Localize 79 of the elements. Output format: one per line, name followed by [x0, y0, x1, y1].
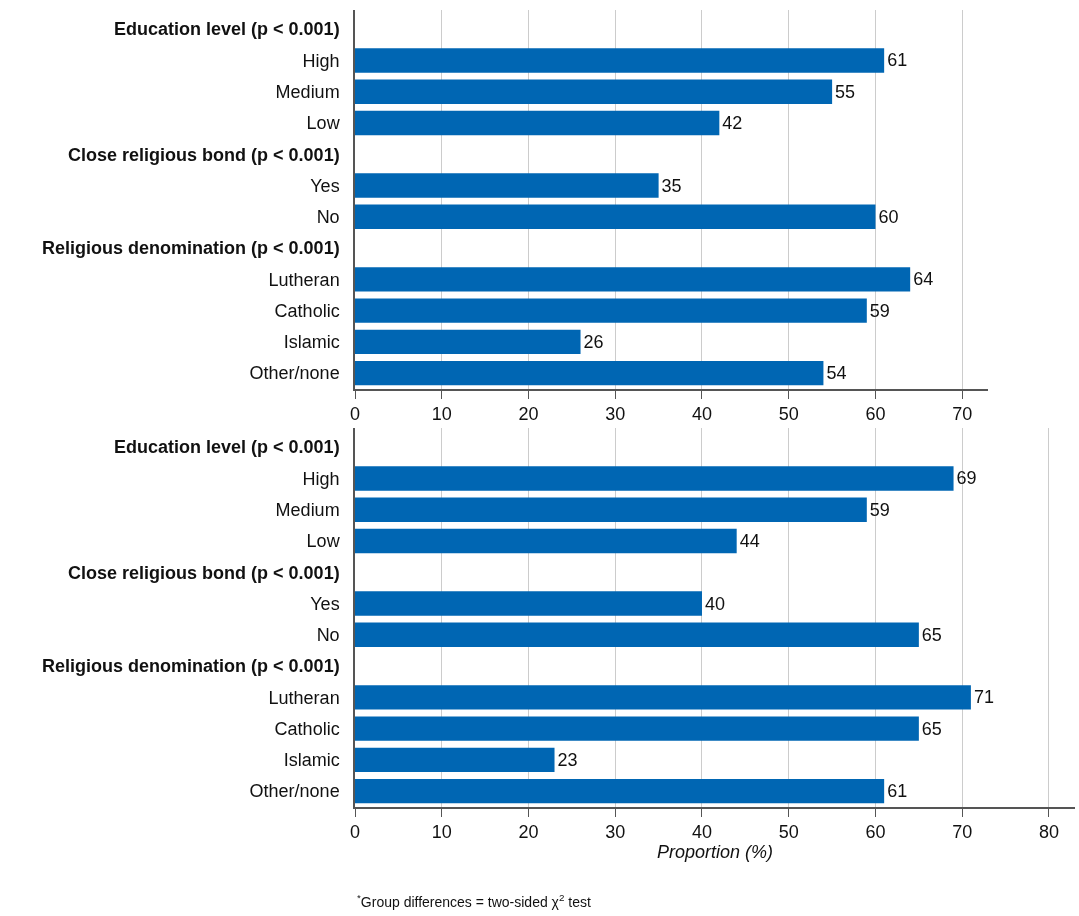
data-label: 42: [722, 112, 743, 133]
x-tick-label: 20: [518, 404, 539, 425]
x-tick-label: 0: [349, 404, 361, 425]
y-tick-label: No: [316, 625, 340, 646]
bar: [355, 329, 581, 355]
y-tick-label: No: [316, 207, 340, 228]
x-tick-label: 60: [865, 822, 886, 843]
bar: [355, 173, 659, 198]
y-tick-label: Medium: [275, 82, 340, 103]
data-label: 61: [887, 781, 908, 802]
x-tick-label: 80: [1038, 822, 1059, 843]
y-tick-label: Other/none: [249, 363, 340, 384]
y-tick-label: High: [302, 50, 340, 71]
x-tick-label: 70: [952, 404, 973, 425]
bar: [355, 466, 954, 491]
y-tick-label: Islamic: [283, 750, 340, 771]
x-tick-label: 10: [431, 822, 452, 843]
data-label: 26: [583, 331, 604, 352]
data-label: 64: [913, 269, 934, 290]
data-label: 60: [878, 206, 899, 227]
bar: [355, 48, 885, 73]
y-tick-label: High: [302, 468, 340, 489]
x-axis-title: Proportion (%): [656, 842, 774, 863]
data-label: 65: [921, 718, 942, 739]
y-tick-label: Yes: [310, 175, 340, 196]
x-tick-label: 50: [778, 822, 799, 843]
y-tick-label: Lutheran: [268, 687, 340, 708]
y-tick-label: Islamic: [283, 332, 340, 353]
bar: [355, 591, 702, 616]
bar: [355, 497, 867, 522]
y-tick-label: Education level (p < 0.001): [114, 437, 340, 458]
bar: [355, 778, 885, 804]
y-tick-label: Close religious bond (p < 0.001): [68, 562, 340, 583]
y-tick-label: Close religious bond (p < 0.001): [68, 144, 340, 165]
bar: [355, 298, 867, 323]
x-tick-label: 60: [865, 404, 886, 425]
x-tick-label: 40: [691, 404, 713, 425]
data-label: 59: [869, 499, 890, 520]
x-tick-label: 30: [605, 822, 626, 843]
y-tick-label: Religious denomination (p < 0.001): [42, 656, 340, 677]
bar: [355, 528, 737, 554]
data-label: 55: [835, 81, 856, 102]
data-label: 69: [956, 468, 977, 489]
bar: [355, 267, 911, 292]
y-tick-label: Low: [306, 113, 341, 134]
data-label: 61: [887, 50, 908, 71]
y-tick-label: Lutheran: [268, 269, 340, 290]
y-tick-label: Medium: [275, 500, 340, 521]
data-label: 54: [826, 363, 847, 384]
x-tick-label: 70: [952, 822, 973, 843]
y-tick-label: Yes: [310, 593, 340, 614]
bar: [355, 204, 876, 229]
y-tick-label: Religious denomination (p < 0.001): [42, 238, 340, 259]
data-label: 59: [869, 300, 890, 321]
bar: [355, 360, 824, 386]
data-label: 40: [704, 593, 726, 614]
bar: [355, 622, 919, 647]
x-tick-label: 10: [431, 404, 452, 425]
y-tick-label: Catholic: [274, 300, 340, 321]
bar: [355, 716, 919, 741]
data-label: 65: [921, 624, 942, 645]
x-tick-label: 40: [691, 822, 713, 843]
x-tick-label: 20: [518, 822, 539, 843]
bar: [355, 685, 971, 710]
data-label: 23: [557, 749, 578, 770]
x-tick-label: 30: [605, 404, 626, 425]
bar: [355, 110, 720, 136]
text: $^{*}$Group differences = two-sided χ$^{2}$ test: [357, 892, 591, 910]
bar: [355, 747, 555, 773]
x-tick-label: 0: [349, 822, 361, 843]
data-label: 44: [739, 530, 760, 551]
y-tick-label: Education level (p < 0.001): [114, 19, 340, 40]
data-label: 71: [973, 687, 994, 708]
bar: [355, 79, 833, 104]
y-tick-label: Other/none: [249, 781, 340, 802]
x-tick-label: 50: [778, 404, 799, 425]
y-tick-label: Low: [306, 531, 341, 552]
y-tick-label: Catholic: [274, 718, 340, 739]
data-label: 35: [661, 175, 682, 196]
